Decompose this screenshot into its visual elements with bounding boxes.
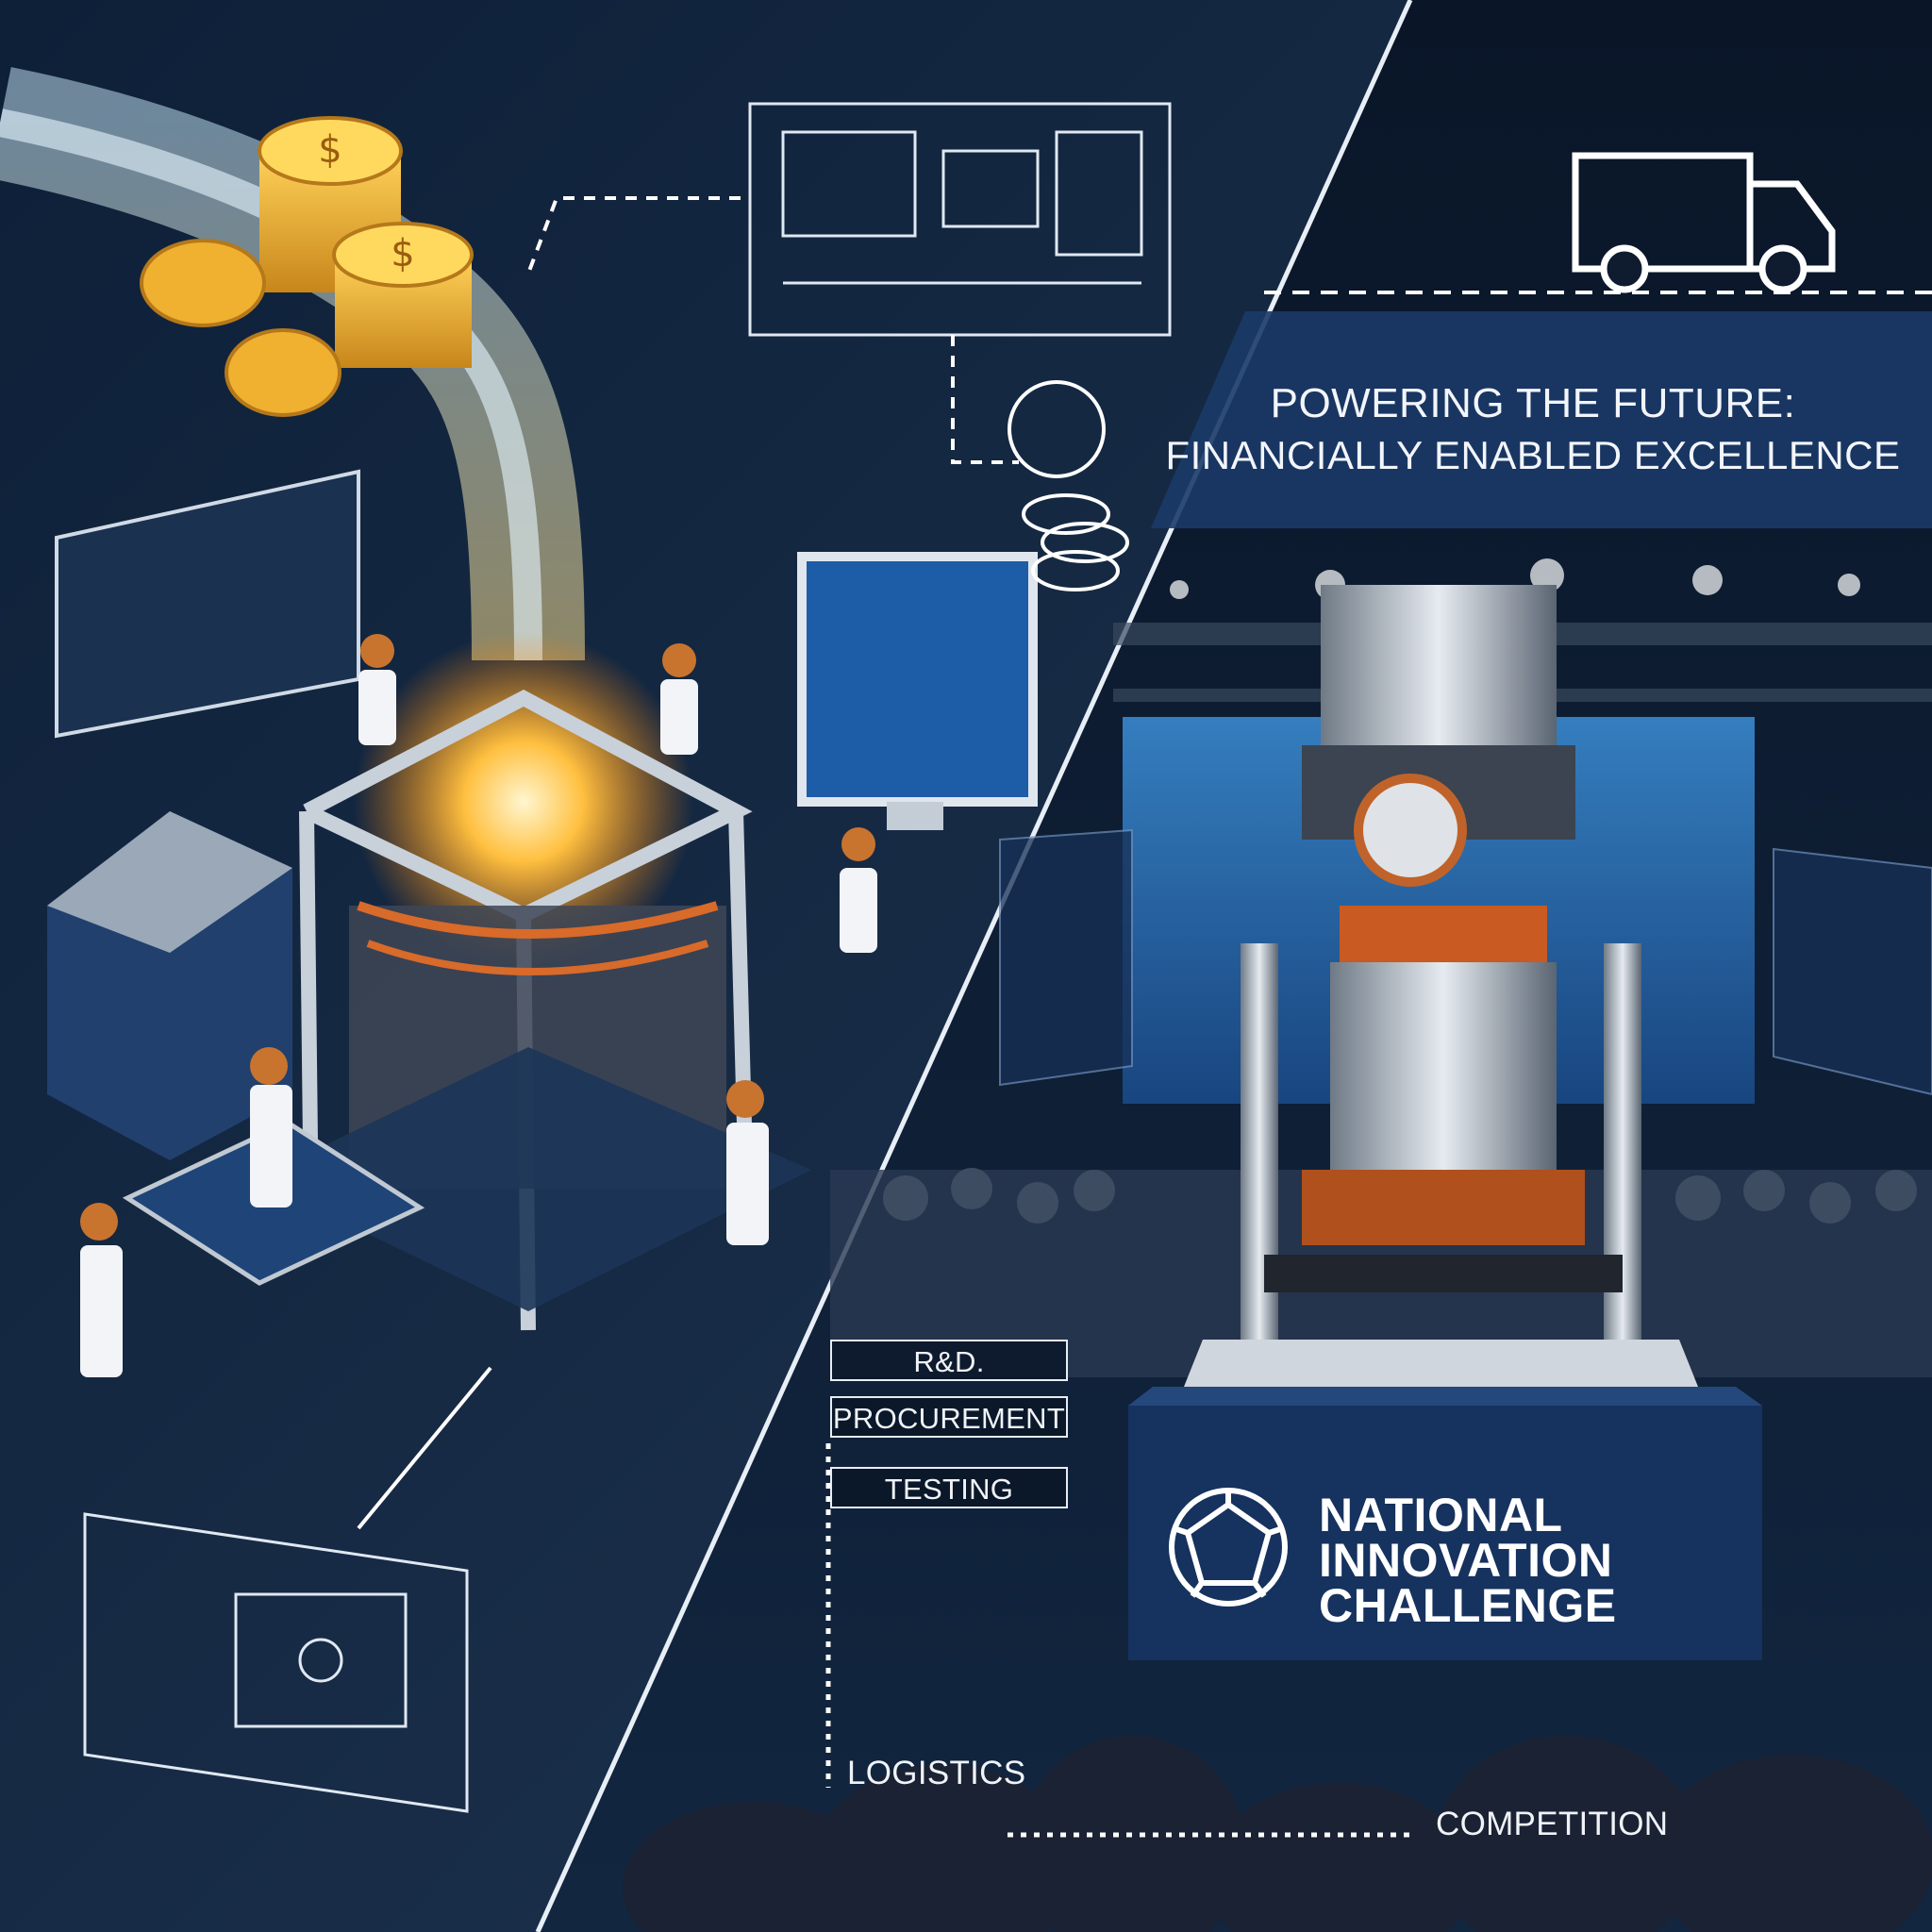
flow-logistics: LOGISTICS (847, 1755, 1026, 1791)
event-name: NATIONAL INNOVATION CHALLENGE (1319, 1489, 1617, 1632)
device (1241, 585, 1641, 1340)
flow-competition: COMPETITION (1436, 1806, 1669, 1842)
headline: POWERING THE FUTURE: FINANCIALLY ENABLED… (1160, 377, 1906, 481)
engineers (80, 634, 877, 1377)
blueprint-top (748, 102, 1172, 337)
geodesic-emblem-icon (1169, 1488, 1288, 1607)
equipment-cabinet (47, 811, 292, 1160)
monitor-right (797, 552, 1038, 830)
solar-panels (999, 828, 1932, 1096)
blueprint-bottom (83, 1512, 469, 1813)
stage-rnd: R&D. (830, 1340, 1068, 1381)
stage-procurement: PROCUREMENT (830, 1396, 1068, 1438)
stage-testing: TESTING (830, 1467, 1068, 1508)
delivery-truck-icon (1572, 152, 1836, 293)
coin-outline-stack (1008, 380, 1129, 591)
event-line2: INNOVATION (1319, 1534, 1613, 1587)
headline-line1: POWERING THE FUTURE: (1270, 380, 1796, 426)
svg-text:$: $ (391, 232, 414, 275)
headline-line2: FINANCIALLY ENABLED EXCELLENCE (1165, 433, 1901, 477)
coin-stack-icon: $ $ (140, 116, 474, 417)
event-line1: NATIONAL (1319, 1489, 1563, 1541)
svg-text:$: $ (318, 128, 341, 172)
event-line3: CHALLENGE (1319, 1579, 1617, 1632)
